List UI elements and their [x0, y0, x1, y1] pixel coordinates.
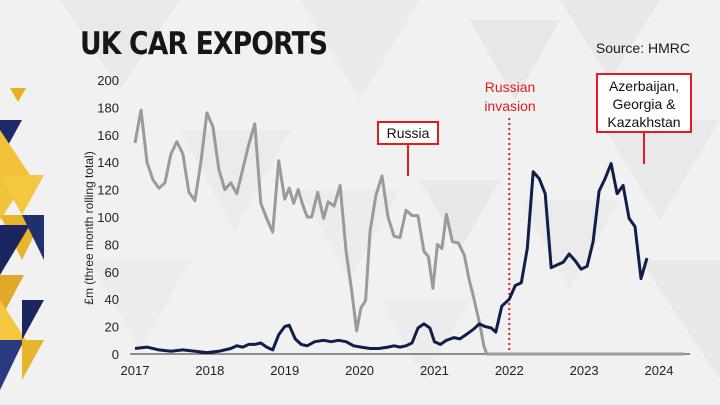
caucasus-label-line3: Kazakhstan	[607, 114, 681, 130]
x-tick-label: 2024	[645, 363, 674, 378]
caucasus-label-line2: Georgia &	[612, 96, 676, 112]
y-tick-label: 0	[112, 347, 119, 362]
y-tick-label: 120	[97, 183, 119, 198]
x-tick-label: 2022	[495, 363, 524, 378]
x-tick-label: 2020	[345, 363, 374, 378]
x-tick-label: 2023	[570, 363, 599, 378]
y-tick-label: 140	[97, 155, 119, 170]
russia-annotation-box: Russia	[377, 121, 439, 145]
y-tick-label: 60	[105, 265, 119, 280]
invasion-label-line2: invasion	[484, 98, 536, 114]
y-tick-label: 180	[97, 100, 119, 115]
y-tick-label: 20	[105, 320, 119, 335]
y-tick-label: 200	[97, 73, 119, 88]
y-tick-label: 160	[97, 128, 119, 143]
series-line-russia	[133, 108, 684, 356]
y-tick-label: 80	[105, 237, 119, 252]
y-tick-label: 40	[105, 292, 119, 307]
invasion-label-line1: Russian	[484, 79, 536, 95]
series-line-caucasus	[134, 162, 649, 355]
x-axis: 2017 2018 2019 2020 2021 2022 2023 2024	[121, 363, 674, 378]
x-tick-label: 2017	[121, 363, 150, 378]
x-tick-label: 2019	[270, 363, 299, 378]
invasion-annotation: Russian invasion	[470, 78, 550, 116]
caucasus-label-line1: Azerbaijan,	[608, 78, 680, 94]
y-axis-label: £m (three month rolling total)	[82, 151, 96, 304]
y-tick-label: 100	[97, 210, 119, 225]
chart-title: UK CAR EXPORTS	[80, 26, 328, 62]
source-label: Source: HMRC	[595, 40, 690, 56]
caucasus-annotation-box: Azerbaijan, Georgia & Kazakhstan	[596, 73, 692, 133]
russia-annotation-label: Russia	[386, 125, 430, 141]
x-tick-label: 2021	[420, 363, 449, 378]
y-axis: 0 20 40 60 80 100 120 140 160 180 200	[97, 73, 119, 362]
x-tick-label: 2018	[195, 363, 224, 378]
